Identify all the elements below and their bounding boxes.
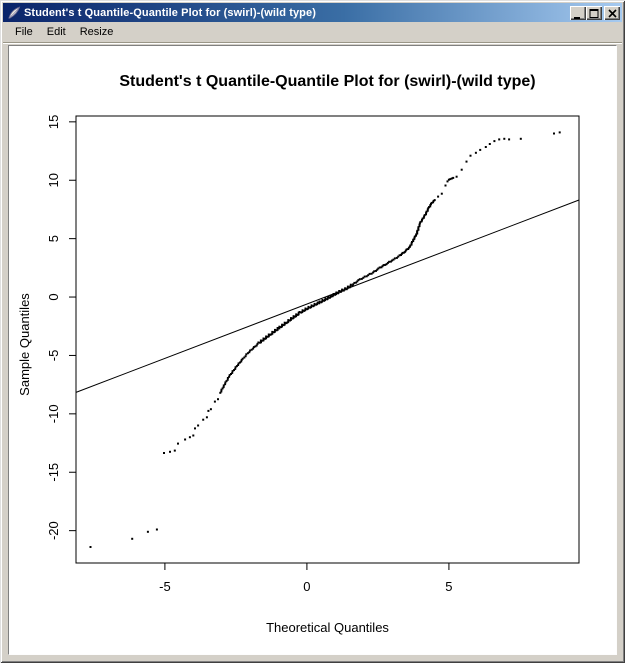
y-tick-label: 5 [46, 235, 61, 242]
y-tick-label: 0 [46, 293, 61, 300]
minimize-button[interactable] [570, 5, 586, 20]
menu-item-resize[interactable]: Resize [79, 25, 114, 38]
y-axis-label: Sample Quantiles [17, 293, 32, 396]
x-axis: -5 0 5 [159, 563, 453, 594]
menu-bar: File Edit Resize [3, 22, 622, 42]
menu-item-edit[interactable]: Edit [46, 25, 66, 38]
y-tick-label: -5 [46, 350, 61, 362]
y-tick-label: 10 [46, 173, 61, 187]
close-icon [607, 8, 617, 18]
x-tick-label: 0 [303, 579, 310, 594]
plot-canvas [8, 45, 617, 655]
plot-title: Student's t Quantile-Quantile Plot for (… [119, 73, 535, 90]
maximize-icon [589, 8, 598, 18]
data-points [89, 131, 561, 548]
feather-icon[interactable] [7, 5, 21, 20]
maximize-button[interactable] [586, 5, 602, 20]
plot-box [75, 115, 580, 564]
y-tick-label: -15 [46, 463, 61, 482]
y-tick-label: -20 [46, 521, 61, 540]
x-tick-label: -5 [159, 579, 171, 594]
window-title: Student's t Quantile-Quantile Plot for (… [24, 6, 316, 19]
y-tick-label: 15 [46, 115, 61, 129]
y-tick-label: -10 [46, 404, 61, 423]
minimize-icon [574, 16, 580, 19]
x-tick-label: 5 [445, 579, 452, 594]
close-button[interactable] [604, 5, 620, 20]
title-bar[interactable]: Student's t Quantile-Quantile Plot for (… [3, 3, 622, 22]
menu-divider [3, 42, 622, 44]
qq-plot: -5 0 5 15 10 5 0 -5 -10 -15 -20 Student's t Quantil… [17, 73, 580, 635]
y-axis: 15 10 5 0 -5 -10 -15 -20 [46, 115, 76, 540]
menu-item-file[interactable]: File [15, 25, 33, 38]
x-axis-label: Theoretical Quantiles [266, 620, 389, 635]
